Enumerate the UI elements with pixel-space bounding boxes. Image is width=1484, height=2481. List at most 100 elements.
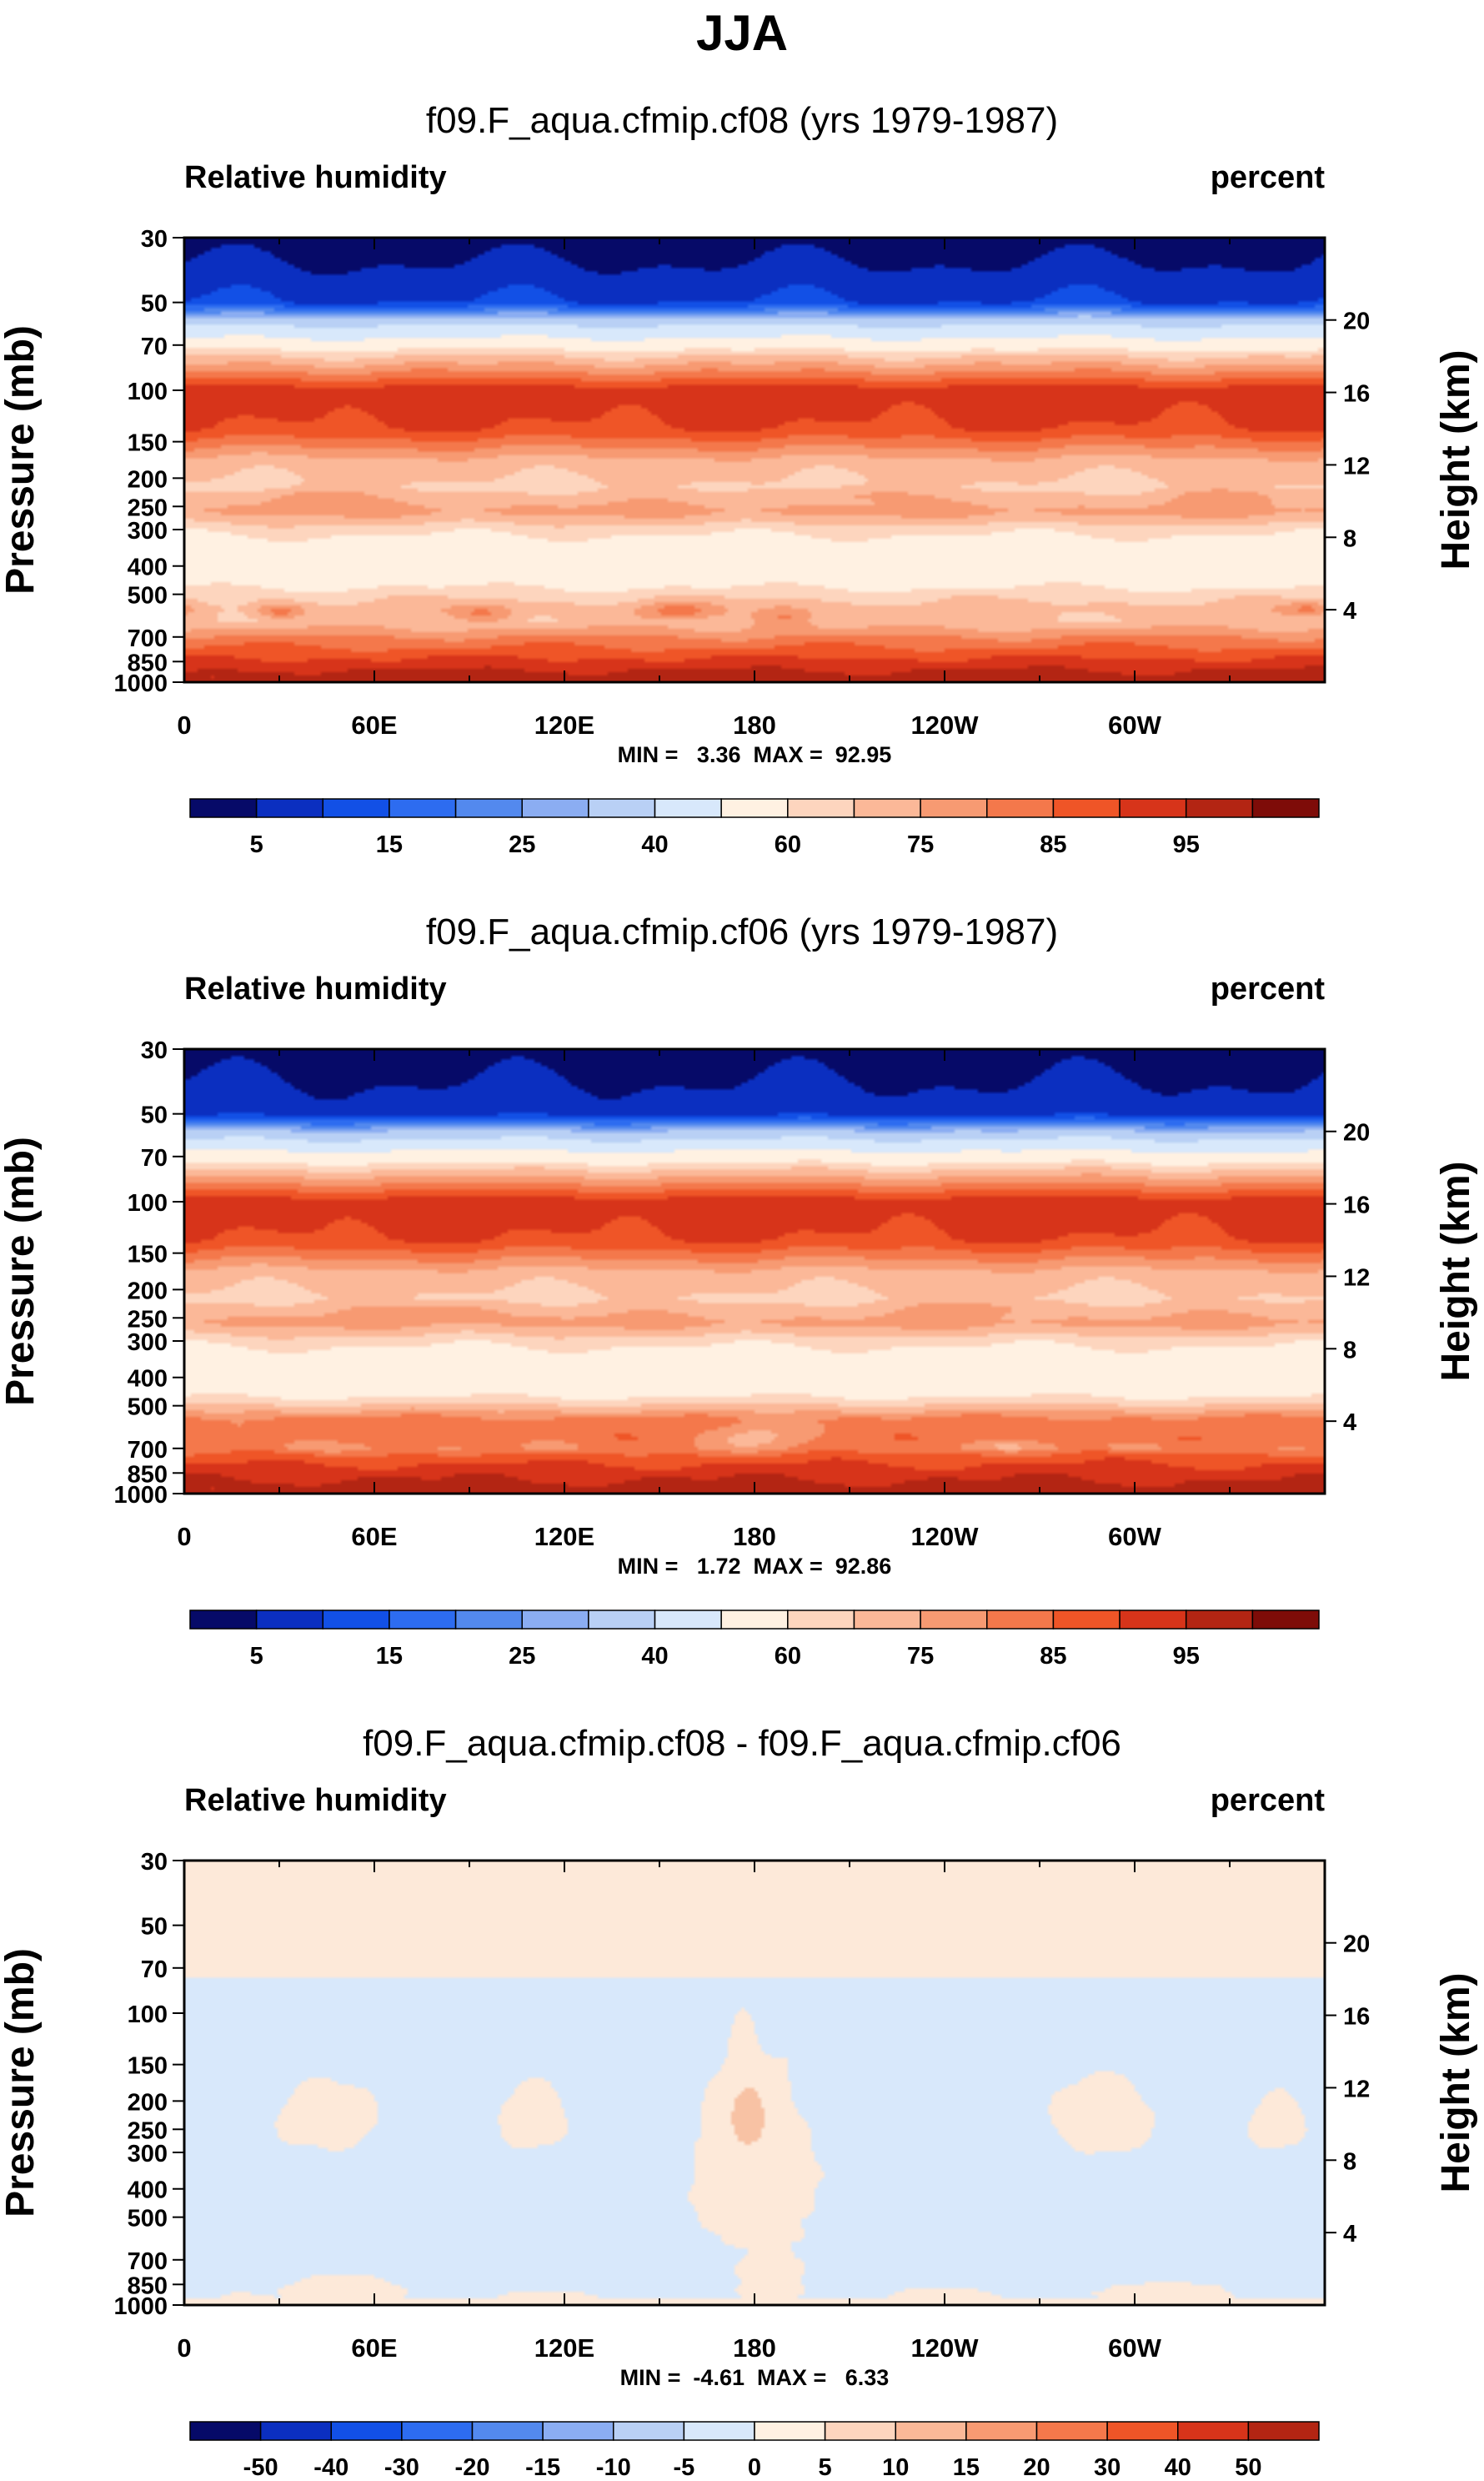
colorbar-box [521, 798, 589, 818]
x-tick-label: 120E [534, 711, 594, 740]
height-tick-label: 4 [1343, 598, 1356, 625]
colorbar-box [1119, 798, 1187, 818]
min-max-stats: MIN = 3.36 MAX = 92.95 [618, 742, 892, 767]
colorbar-label: 40 [641, 831, 668, 858]
y-tick-label: 200 [128, 2089, 168, 2116]
y-axis-label: Pressure (mb) [0, 325, 43, 595]
height-tick-label: 12 [1343, 1264, 1370, 1291]
colorbar-box [1052, 1610, 1121, 1630]
colorbar-box [1251, 1610, 1320, 1630]
colorbar-box [454, 1610, 523, 1630]
colorbar-box [255, 1610, 324, 1630]
panel-1: f09.F_aqua.cfmip.cf08 (yrs 1979-1987) Rel… [0, 100, 1478, 858]
colorbar-box [1177, 2421, 1250, 2441]
y-tick-label: 1000 [113, 2293, 168, 2320]
y-tick-label: 700 [128, 2248, 168, 2275]
variable-label: Relative humidity [184, 160, 447, 195]
colorbar-box [1035, 2421, 1108, 2441]
colorbar-label: 60 [775, 1643, 801, 1670]
colorbar-box [454, 798, 523, 818]
colorbar-label: 95 [1173, 831, 1200, 858]
y-tick-label: 70 [141, 1956, 168, 1983]
y-tick-label: 400 [128, 2177, 168, 2204]
colorbar-box [521, 1610, 589, 1630]
colorbar-label: -5 [673, 2454, 694, 2481]
y-tick-label: 300 [128, 2141, 168, 2167]
x-tick-label: 120W [911, 1522, 980, 1551]
x-tick-label: 180 [733, 2333, 776, 2363]
colorbar-label: 5 [250, 831, 263, 858]
height-tick-label: 16 [1343, 381, 1370, 408]
colorbar-box [920, 1610, 988, 1630]
colorbar-box [1185, 1610, 1254, 1630]
colorbar-label: 75 [907, 1643, 934, 1670]
y-tick-label: 300 [128, 518, 168, 545]
x-tick-label: 180 [733, 711, 776, 740]
colorbar-label: 40 [1165, 2454, 1191, 2481]
colorbar-label: 15 [376, 1643, 403, 1670]
height-tick-label: 12 [1343, 453, 1370, 480]
units-label: percent [1211, 972, 1326, 1007]
colorbar-box [401, 2421, 474, 2441]
units-label: percent [1211, 1783, 1326, 1818]
colorbar-box [330, 2421, 403, 2441]
x-tick-label: 60W [1108, 2333, 1161, 2363]
colorbar-box [588, 798, 656, 818]
y-tick-label: 850 [128, 2273, 168, 2299]
y-tick-label: 150 [128, 1242, 168, 1268]
panel-2: f09.F_aqua.cfmip.cf06 (yrs 1979-1987) Rel… [0, 912, 1478, 1670]
height-tick-label: 8 [1343, 1337, 1356, 1364]
y-tick-label: 50 [141, 1102, 168, 1129]
colorbar-label: -10 [596, 2454, 631, 2481]
variable-label: Relative humidity [184, 1783, 447, 1818]
x-tick-label: 0 [177, 711, 191, 740]
colorbar-label: 15 [953, 2454, 980, 2481]
y-tick-label: 30 [141, 226, 168, 253]
colorbar-box [1052, 798, 1121, 818]
y-tick-label: 400 [128, 1366, 168, 1393]
height-tick-label: 8 [1343, 2148, 1356, 2175]
colorbar-box [1247, 2421, 1320, 2441]
colorbar-box [1251, 798, 1320, 818]
height-tick-label: 12 [1343, 2076, 1370, 2102]
units-label: percent [1211, 160, 1326, 195]
colorbar-box [613, 2421, 685, 2441]
colorbar-box [189, 2421, 262, 2441]
colorbar-box [389, 798, 457, 818]
y-axis-right-label: Height (km) [1434, 1162, 1478, 1382]
colorbar-box [389, 1610, 457, 1630]
y-tick-label: 50 [141, 291, 168, 318]
x-tick-label: 60W [1108, 711, 1161, 740]
colorbar-label: 10 [882, 2454, 909, 2481]
height-tick-label: 4 [1343, 2221, 1356, 2247]
y-tick-label: 1000 [113, 1482, 168, 1509]
colorbar-box [322, 798, 390, 818]
colorbar-box [720, 1610, 789, 1630]
colorbar-box [986, 1610, 1055, 1630]
panel-title: f09.F_aqua.cfmip.cf06 (yrs 1979-1987) [426, 912, 1058, 952]
contour-field [184, 238, 1325, 682]
y-tick-label: 300 [128, 1329, 168, 1356]
colorbar-label: 60 [775, 831, 801, 858]
height-tick-label: 16 [1343, 2004, 1370, 2031]
colorbar-box [189, 1610, 258, 1630]
colorbar-box [189, 798, 258, 818]
colorbar-box [654, 1610, 722, 1630]
y-tick-label: 500 [128, 1394, 168, 1421]
x-tick-label: 60E [351, 711, 397, 740]
panel-title: f09.F_aqua.cfmip.cf08 (yrs 1979-1987) [426, 100, 1058, 141]
panel-title: f09.F_aqua.cfmip.cf08 - f09.F_aqua.cfmip… [363, 1723, 1121, 1764]
colorbar-box [1185, 798, 1254, 818]
height-tick-label: 16 [1343, 1193, 1370, 1219]
colorbar-label: 15 [376, 831, 403, 858]
colorbar-box [255, 798, 324, 818]
colorbar-box [1106, 2421, 1179, 2441]
colorbar-box [654, 798, 722, 818]
y-tick-label: 250 [128, 2117, 168, 2144]
x-tick-label: 60E [351, 2333, 397, 2363]
colorbar-box [720, 798, 789, 818]
x-tick-label: 120E [534, 1522, 594, 1551]
height-tick-label: 8 [1343, 525, 1356, 552]
colorbar-box [920, 798, 988, 818]
y-tick-label: 200 [128, 466, 168, 493]
